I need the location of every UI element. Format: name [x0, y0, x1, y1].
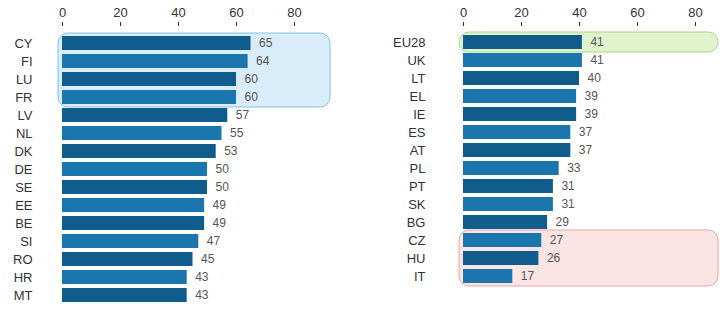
svg-text:ES: ES	[408, 125, 426, 140]
svg-text:LV: LV	[18, 108, 33, 123]
svg-text:27: 27	[550, 233, 564, 247]
svg-text:50: 50	[216, 162, 230, 176]
svg-text:33: 33	[567, 161, 581, 175]
svg-text:45: 45	[201, 252, 215, 266]
svg-text:65: 65	[259, 36, 273, 50]
svg-text:41: 41	[590, 53, 604, 67]
svg-text:40: 40	[572, 5, 586, 20]
svg-text:PL: PL	[410, 161, 426, 176]
svg-text:60: 60	[630, 5, 644, 20]
svg-text:40: 40	[588, 71, 602, 85]
svg-text:PT: PT	[409, 179, 426, 194]
svg-text:37: 37	[579, 143, 593, 157]
svg-text:26: 26	[547, 251, 561, 265]
svg-text:EE: EE	[15, 198, 33, 213]
svg-text:BG: BG	[407, 215, 426, 230]
svg-text:EU28: EU28	[393, 35, 426, 50]
svg-text:37: 37	[579, 125, 593, 139]
svg-text:80: 80	[688, 5, 702, 20]
svg-text:LU: LU	[16, 72, 33, 87]
svg-text:49: 49	[213, 198, 227, 212]
svg-text:LT: LT	[411, 71, 425, 86]
svg-text:0: 0	[59, 5, 66, 20]
svg-text:29: 29	[556, 215, 570, 229]
svg-text:20: 20	[514, 5, 528, 20]
svg-text:HR: HR	[14, 270, 33, 285]
svg-text:HU: HU	[407, 251, 426, 266]
svg-text:31: 31	[561, 197, 575, 211]
svg-text:UK: UK	[407, 53, 425, 68]
svg-text:55: 55	[230, 126, 244, 140]
svg-text:SI: SI	[20, 234, 32, 249]
svg-text:41: 41	[590, 35, 604, 49]
svg-text:80: 80	[287, 5, 301, 20]
svg-text:53: 53	[224, 144, 238, 158]
svg-text:IT: IT	[414, 269, 426, 284]
svg-text:50: 50	[216, 180, 230, 194]
svg-text:64: 64	[256, 54, 270, 68]
svg-text:FR: FR	[15, 90, 32, 105]
svg-text:60: 60	[245, 72, 259, 86]
svg-text:CY: CY	[14, 36, 32, 51]
svg-text:31: 31	[561, 179, 575, 193]
svg-text:43: 43	[195, 288, 209, 302]
svg-text:MT: MT	[14, 288, 33, 303]
svg-text:DK: DK	[14, 144, 32, 159]
svg-text:BE: BE	[15, 216, 33, 231]
svg-text:60: 60	[229, 5, 243, 20]
svg-text:0: 0	[460, 5, 467, 20]
svg-text:EL: EL	[410, 89, 426, 104]
svg-text:40: 40	[171, 5, 185, 20]
svg-text:AT: AT	[410, 143, 426, 158]
svg-text:39: 39	[585, 89, 599, 103]
svg-text:NL: NL	[16, 126, 33, 141]
svg-text:RO: RO	[13, 252, 33, 267]
svg-text:CZ: CZ	[408, 233, 425, 248]
svg-text:17: 17	[521, 269, 535, 283]
svg-text:39: 39	[585, 107, 599, 121]
svg-text:SK: SK	[408, 197, 426, 212]
svg-text:SE: SE	[15, 180, 33, 195]
svg-text:FI: FI	[21, 54, 33, 69]
svg-text:20: 20	[113, 5, 127, 20]
svg-text:IE: IE	[413, 107, 426, 122]
svg-text:43: 43	[195, 270, 209, 284]
svg-text:49: 49	[213, 216, 227, 230]
svg-text:DE: DE	[14, 162, 32, 177]
svg-text:47: 47	[207, 234, 221, 248]
svg-text:57: 57	[236, 108, 250, 122]
svg-text:60: 60	[245, 90, 259, 104]
